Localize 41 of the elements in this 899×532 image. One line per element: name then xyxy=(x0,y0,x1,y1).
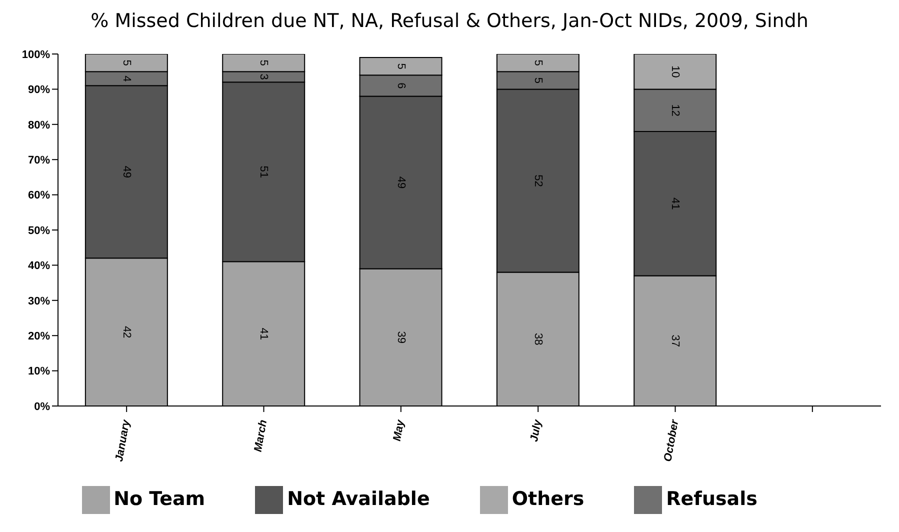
x-tick-label: March xyxy=(252,418,270,453)
data-label: 5 xyxy=(258,60,270,66)
data-label: 5 xyxy=(120,60,132,66)
y-tick-label: 70% xyxy=(28,154,50,167)
data-label: 42 xyxy=(120,326,132,338)
data-label: 51 xyxy=(258,166,270,178)
x-tick-label: July xyxy=(528,418,544,443)
legend-label: Refusals xyxy=(666,488,758,510)
legend-label: Others xyxy=(512,488,584,510)
y-tick-label: 10% xyxy=(28,366,50,378)
data-label: 39 xyxy=(394,331,407,344)
data-label: 12 xyxy=(669,104,682,116)
data-label: 6 xyxy=(394,82,407,89)
data-label: 10 xyxy=(669,65,682,78)
data-label: 41 xyxy=(258,328,270,340)
x-tick-label: October xyxy=(662,418,682,463)
legend-label: No Team xyxy=(114,488,206,510)
data-label: 5 xyxy=(532,60,544,66)
y-tick-label: 20% xyxy=(28,330,50,343)
data-label: 5 xyxy=(532,77,544,84)
y-tick-label: 30% xyxy=(28,295,50,308)
y-tick-label: 100% xyxy=(22,48,50,61)
data-label: 41 xyxy=(669,197,682,210)
chart-title: % Missed Children due NT, NA, Refusal & Others, Jan-Oct NIDs, 2009, Sindh xyxy=(90,10,810,32)
y-tick-label: 80% xyxy=(28,119,50,132)
x-tick-label: January xyxy=(113,418,133,463)
data-label: 49 xyxy=(394,176,407,189)
legend-label: Not Available xyxy=(287,488,430,510)
y-tick-label: 0% xyxy=(34,400,50,413)
data-label: 37 xyxy=(669,334,682,348)
data-label: 52 xyxy=(532,174,544,187)
data-label: 3 xyxy=(258,74,270,80)
data-label: 49 xyxy=(120,166,132,178)
y-tick-label: 90% xyxy=(28,84,50,96)
x-tick-label: May xyxy=(391,418,407,442)
data-label: 4 xyxy=(120,76,132,82)
y-tick-label: 40% xyxy=(28,260,50,272)
y-tick-label: 60% xyxy=(28,190,50,202)
data-label: 5 xyxy=(394,63,407,70)
y-tick-label: 50% xyxy=(28,224,50,237)
data-label: 38 xyxy=(532,332,544,346)
